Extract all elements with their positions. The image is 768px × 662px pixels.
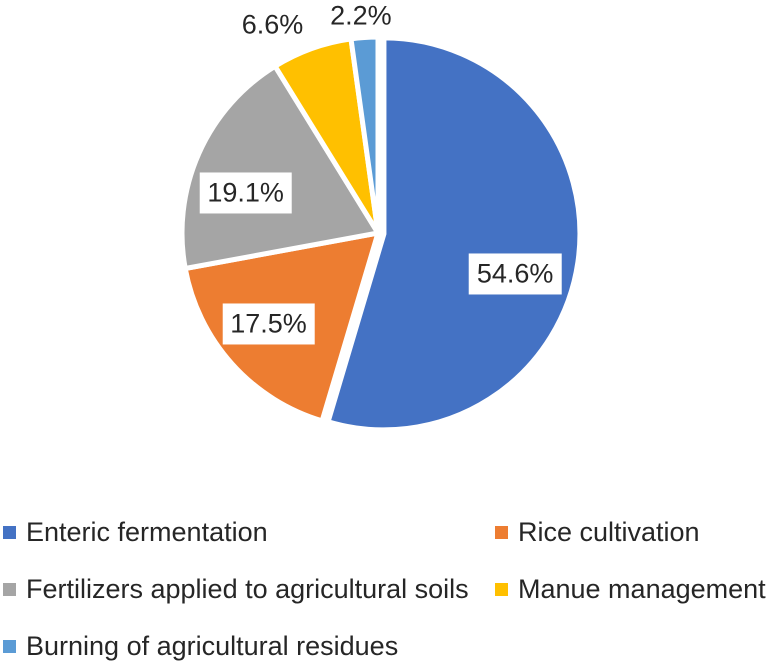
pie-slice-burning-of-agricultural-residues (348, 34, 381, 234)
legend-item-fertilizers-applied-to-agricultural-soils: Fertilizers applied to agricultural soil… (0, 561, 492, 618)
slice-label-fertilizers-applied-to-agricultural-soils: 19.1% (199, 172, 292, 214)
pie-slice-fertilizers-applied-to-agricultural-soils (179, 62, 383, 272)
slice-label-manue-management: 6.6% (241, 9, 304, 41)
legend-label: Burning of agricultural residues (26, 631, 399, 661)
legend-item-enteric-fermentation: Enteric fermentation (0, 504, 492, 561)
legend-color-swatch-icon (495, 583, 508, 596)
slice-label-rice-cultivation: 17.5% (222, 303, 315, 345)
legend-label: Fertilizers applied to agricultural soil… (26, 574, 469, 604)
pie-chart: 54.6% 17.5% 19.1% 6.6% 2.2% (179, 0, 583, 433)
legend-color-swatch-icon (3, 640, 16, 653)
legend-item-rice-cultivation: Rice cultivation (492, 504, 768, 561)
legend-color-swatch-icon (495, 526, 508, 539)
chart-legend: Enteric fermentation Rice cultivation Fe… (0, 504, 768, 662)
legend-color-swatch-icon (3, 583, 16, 596)
slice-label-burning-of-agricultural-residues: 2.2% (330, 0, 392, 32)
legend-label: Manue management (518, 574, 766, 604)
slice-label-enteric-fermentation: 54.6% (468, 253, 562, 295)
legend-color-swatch-icon (3, 526, 16, 539)
pie-svg (179, 34, 583, 433)
legend-label: Enteric fermentation (26, 517, 268, 547)
legend-label: Rice cultivation (518, 517, 700, 547)
legend-item-burning-of-agricultural-residues: Burning of agricultural residues (0, 618, 492, 662)
legend-item-manue-management: Manue management (492, 561, 768, 618)
pie-slice-enteric-fermentation (324, 35, 583, 433)
